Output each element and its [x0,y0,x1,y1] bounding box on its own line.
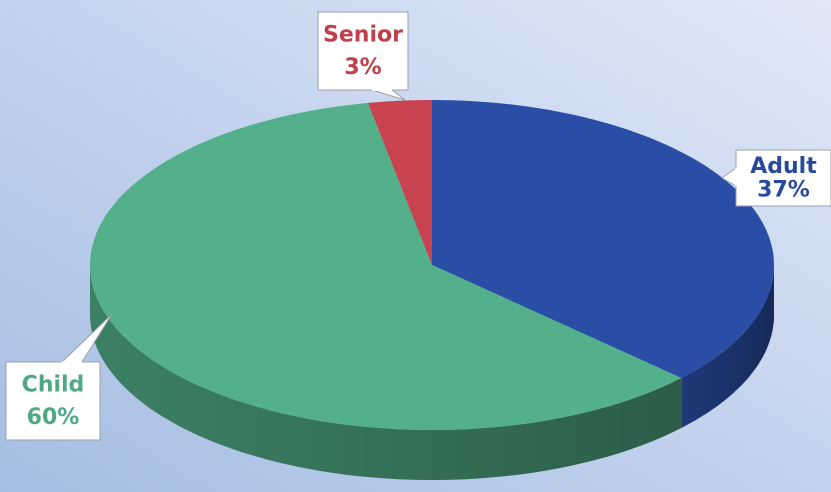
slice [90,102,682,431]
data-label: Child 60% [5,313,113,441]
label-category: Child [22,372,85,397]
slice-side-shade [90,265,682,480]
slice [367,100,432,265]
slice [432,100,774,378]
label-value: 60% [27,405,80,430]
callout-box [735,149,831,207]
label-value: 37% [757,177,810,202]
label-category: Adult [750,154,817,179]
callout-box [5,361,101,441]
label-value: 3% [344,55,381,80]
data-label: Senior 3% [317,11,409,101]
callout-box [317,11,409,91]
slice-side-shade [681,265,774,428]
label-category: Senior [323,22,403,47]
